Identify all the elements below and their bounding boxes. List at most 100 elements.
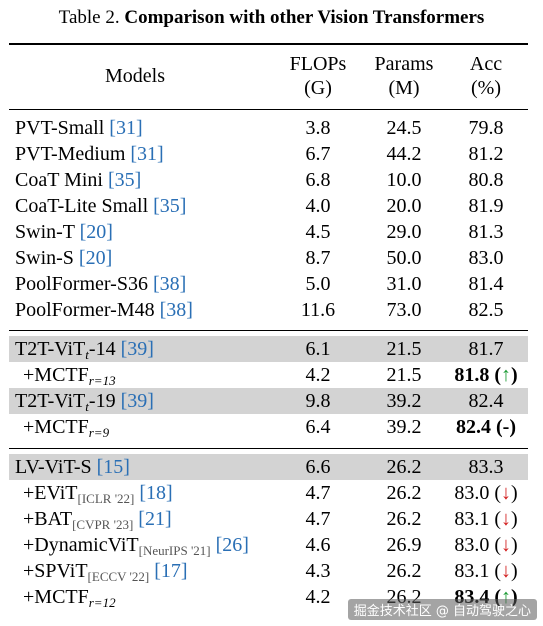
citation-link: [26]: [215, 534, 249, 556]
table-row: +MCTFr=13 4.2 21.5 81.8 (↑): [9, 362, 528, 388]
model-cell: +BAT[CVPR '23] [21]: [23, 506, 172, 538]
flops-cell: 6.7: [305, 143, 331, 165]
model-cell: +EViT[ICLR '22] [18]: [23, 480, 173, 512]
header-acc-label: Acc: [469, 53, 503, 75]
acc-value: 81.9: [468, 195, 504, 217]
acc-value: 83.1: [454, 508, 490, 530]
citation-link: [35]: [153, 195, 187, 217]
top-rule: [9, 43, 528, 45]
flops-cell: 4.2: [305, 586, 331, 608]
acc-value: 83.0: [468, 247, 504, 269]
model-cell: +MCTFr=9: [23, 414, 109, 446]
header-acc: Acc (%): [444, 52, 528, 100]
citation-link: [39]: [120, 390, 154, 412]
citation-link: [15]: [96, 456, 130, 478]
citation-link: [21]: [138, 508, 172, 530]
model-subscript: t: [85, 399, 89, 414]
citation-link: [39]: [120, 338, 154, 360]
header-rule: [9, 109, 528, 110]
acc-cell: 83.1 (↓): [444, 558, 528, 584]
flops-cell: 4.6: [305, 534, 331, 556]
model-subscript: r=9: [88, 425, 110, 440]
table-row: PVT-Medium [31] 6.7 44.2 81.2: [9, 141, 528, 167]
model-name: CoaT Mini: [15, 169, 103, 191]
acc-cell: 82.4: [444, 388, 528, 414]
params-cell: 26.9: [386, 534, 422, 556]
model-cell: +MCTFr=13: [23, 362, 116, 394]
header-flops: FLOPs (G): [272, 52, 364, 100]
flops-cell: 5.0: [305, 273, 331, 295]
acc-down-indicator: (↓): [494, 508, 518, 530]
params-cell: 39.2: [386, 416, 422, 438]
model-cell: PVT-Medium [31]: [15, 141, 164, 167]
acc-cell: 82.5: [444, 297, 528, 323]
model-venue: [NeurIPS '21]: [138, 543, 211, 558]
acc-value: 81.7: [468, 338, 504, 360]
model-cell: +MCTFr=12: [23, 584, 116, 616]
params-cell: 50.0: [386, 247, 422, 269]
model-suffix: -14: [88, 338, 116, 360]
citation-link: [17]: [154, 560, 188, 582]
flops-cell: 9.8: [305, 390, 331, 412]
acc-up-indicator: (↑): [494, 364, 518, 386]
model-name: +BAT: [23, 508, 73, 530]
model-name: +SPViT: [23, 560, 88, 582]
table-row: +EViT[ICLR '22] [18] 4.7 26.2 83.0 (↓): [9, 480, 528, 506]
acc-cell: 83.3: [444, 454, 528, 480]
header-params-label: Params: [374, 53, 434, 75]
acc-value: 81.2: [468, 143, 504, 165]
model-cell: Swin-S [20]: [15, 245, 112, 271]
table-row: CoaT Mini [35] 6.8 10.0 80.8: [9, 167, 528, 193]
table-row: +DynamicViT[NeurIPS '21] [26] 4.6 26.9 83.0…: [9, 532, 528, 558]
model-cell: T2T-ViTt-19 [39]: [15, 388, 154, 420]
params-cell: 26.2: [386, 560, 422, 582]
flops-cell: 6.1: [305, 338, 331, 360]
model-cell: PoolFormer-S36 [38]: [15, 271, 186, 297]
group-rule-1: [9, 330, 528, 331]
down-arrow-icon: ↓: [501, 534, 511, 556]
params-cell: 24.5: [386, 117, 422, 139]
table-row: Swin-T [20] 4.5 29.0 81.3: [9, 219, 528, 245]
table-row: +SPViT[ECCV '22] [17] 4.3 26.2 83.1 (↓): [9, 558, 528, 584]
citation-link: [31]: [130, 143, 164, 165]
down-arrow-icon: ↓: [501, 482, 511, 504]
flops-cell: 6.6: [305, 456, 331, 478]
acc-value: 81.8: [454, 364, 490, 386]
acc-value: 82.4: [468, 390, 504, 412]
down-arrow-icon: ↓: [501, 560, 511, 582]
acc-cell: 83.0 (↓): [444, 532, 528, 558]
params-cell: 21.5: [386, 364, 422, 386]
acc-cell: 81.3: [444, 219, 528, 245]
acc-cell: 81.2: [444, 141, 528, 167]
table-row: PoolFormer-M48 [38] 11.6 73.0 82.5: [9, 297, 528, 323]
acc-value: 82.5: [468, 299, 504, 321]
header-flops-unit: (G): [304, 77, 332, 99]
model-subscript: r=13: [88, 373, 116, 388]
params-cell: 29.0: [386, 221, 422, 243]
citation-link: [20]: [79, 221, 113, 243]
model-name: PVT-Small: [15, 117, 105, 139]
flops-cell: 3.8: [305, 117, 331, 139]
model-cell: +DynamicViT[NeurIPS '21] [26]: [23, 532, 249, 564]
table-row: T2T-ViTt-14 [39] 6.1 21.5 81.7: [9, 336, 528, 362]
model-name: LV-ViT-S: [15, 456, 92, 478]
acc-down-indicator: (↓): [494, 534, 518, 556]
model-name: PVT-Medium: [15, 143, 126, 165]
acc-value: 83.1: [454, 560, 490, 582]
acc-value: 83.3: [468, 456, 504, 478]
table-row: +MCTFr=9 6.4 39.2 82.4 (-): [9, 414, 528, 440]
flops-cell: 4.5: [305, 221, 331, 243]
params-cell: 39.2: [386, 390, 422, 412]
acc-cell: 81.8 (↑): [444, 362, 528, 388]
model-cell: T2T-ViTt-14 [39]: [15, 336, 154, 368]
model-name: +MCTF: [23, 364, 89, 386]
params-cell: 21.5: [386, 338, 422, 360]
acc-value: 83.0: [454, 534, 490, 556]
params-cell: 20.0: [386, 195, 422, 217]
model-name: T2T-ViT: [15, 338, 86, 360]
group-rule-2: [9, 448, 528, 449]
model-name: +EViT: [23, 482, 78, 504]
caption-prefix: Table 2.: [58, 7, 120, 28]
citation-link: [38]: [159, 299, 193, 321]
citation-link: [18]: [139, 482, 173, 504]
